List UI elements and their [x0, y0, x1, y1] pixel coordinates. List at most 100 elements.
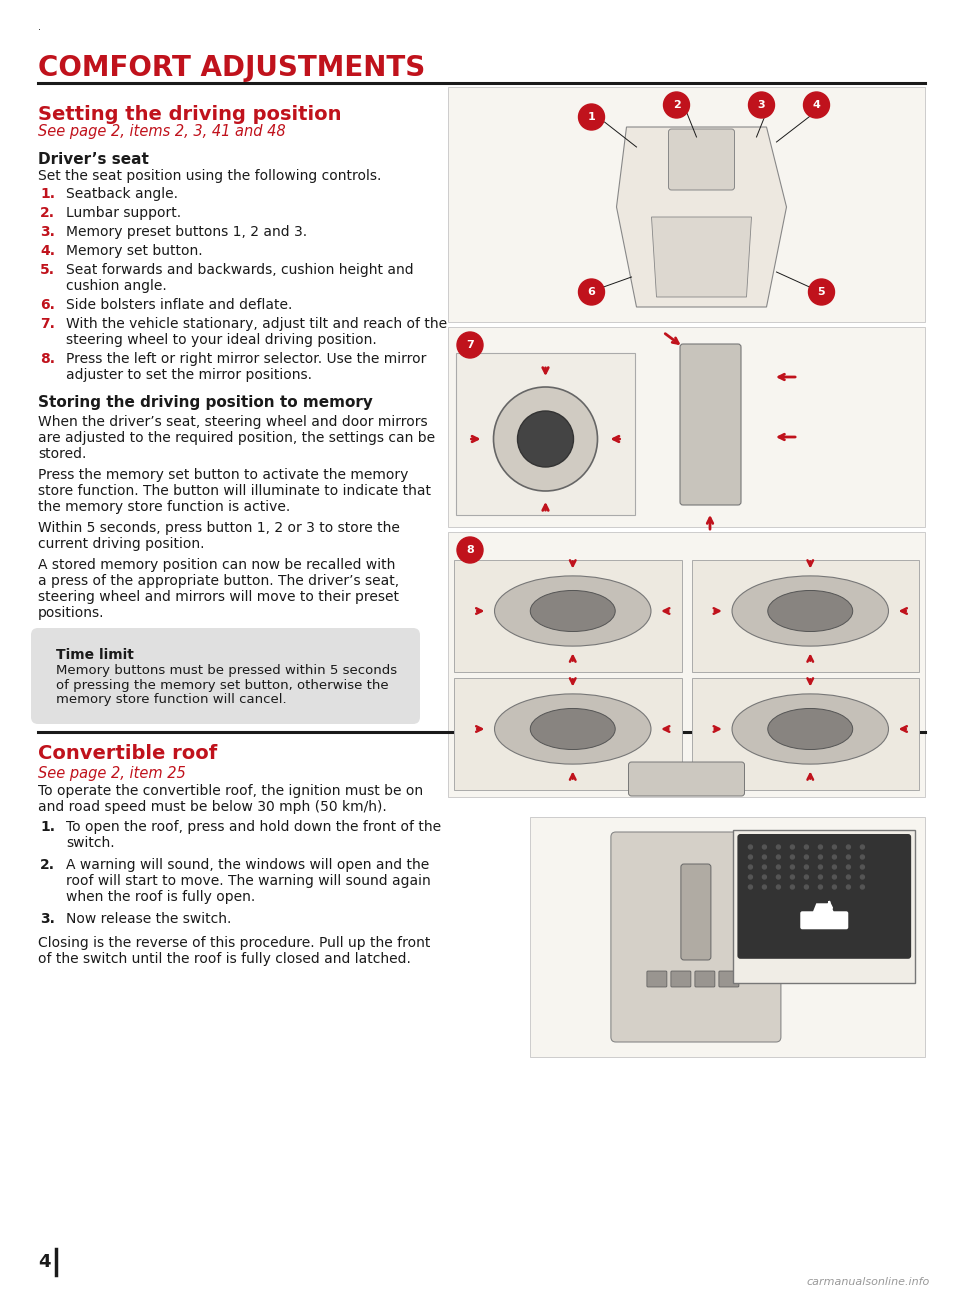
Circle shape	[818, 885, 823, 888]
Text: adjuster to set the mirror positions.: adjuster to set the mirror positions.	[66, 368, 312, 383]
Text: a press of the appropriate button. The driver’s seat,: a press of the appropriate button. The d…	[38, 575, 399, 588]
Text: Driver’s seat: Driver’s seat	[38, 152, 149, 167]
Circle shape	[777, 885, 780, 888]
Circle shape	[762, 855, 766, 859]
Polygon shape	[652, 217, 752, 297]
Text: A stored memory position can now be recalled with: A stored memory position can now be reca…	[38, 558, 396, 572]
Text: 7: 7	[467, 340, 474, 350]
FancyBboxPatch shape	[801, 912, 849, 929]
Circle shape	[818, 875, 823, 879]
Text: See page 2, item 25: See page 2, item 25	[38, 767, 185, 781]
Text: steering wheel and mirrors will move to their preset: steering wheel and mirrors will move to …	[38, 590, 399, 604]
Text: 6.: 6.	[40, 298, 55, 313]
FancyBboxPatch shape	[31, 628, 420, 724]
Circle shape	[847, 855, 851, 859]
Circle shape	[749, 846, 753, 850]
FancyBboxPatch shape	[681, 864, 711, 960]
Circle shape	[832, 875, 836, 879]
Circle shape	[832, 865, 836, 869]
Circle shape	[860, 885, 864, 888]
FancyBboxPatch shape	[530, 817, 925, 1057]
Circle shape	[777, 875, 780, 879]
FancyBboxPatch shape	[733, 830, 915, 983]
Text: positions.: positions.	[38, 606, 105, 620]
Text: With the vehicle stationary, adjust tilt and reach of the: With the vehicle stationary, adjust tilt…	[66, 316, 447, 331]
Circle shape	[749, 865, 753, 869]
Text: 4: 4	[812, 100, 821, 110]
Text: Press the memory set button to activate the memory: Press the memory set button to activate …	[38, 468, 408, 482]
Text: To open the roof, press and hold down the front of the: To open the roof, press and hold down th…	[66, 820, 442, 834]
Text: 1.: 1.	[40, 820, 55, 834]
Circle shape	[818, 865, 823, 869]
Text: 8.: 8.	[40, 351, 55, 366]
Circle shape	[749, 885, 753, 888]
FancyBboxPatch shape	[454, 560, 682, 672]
FancyBboxPatch shape	[680, 344, 741, 505]
Text: See page 2, items 2, 3, 41 and 48: See page 2, items 2, 3, 41 and 48	[38, 125, 286, 139]
Text: cushion angle.: cushion angle.	[66, 279, 167, 293]
Circle shape	[790, 865, 795, 869]
Ellipse shape	[494, 694, 651, 764]
Text: 7.: 7.	[40, 316, 55, 331]
FancyBboxPatch shape	[719, 971, 739, 987]
Text: Memory set button.: Memory set button.	[66, 244, 203, 258]
Circle shape	[804, 846, 808, 850]
Text: 4.: 4.	[40, 244, 55, 258]
Text: 5: 5	[818, 287, 826, 297]
Circle shape	[804, 855, 808, 859]
Text: 5.: 5.	[40, 263, 55, 278]
Text: Storing the driving position to memory: Storing the driving position to memory	[38, 396, 372, 410]
Text: the memory store function is active.: the memory store function is active.	[38, 501, 290, 514]
Text: roof will start to move. The warning will sound again: roof will start to move. The warning wil…	[66, 874, 431, 888]
Text: store function. The button will illuminate to indicate that: store function. The button will illumina…	[38, 484, 431, 498]
Text: of pressing the memory set button, otherwise the: of pressing the memory set button, other…	[56, 678, 389, 691]
Text: switch.: switch.	[66, 837, 114, 850]
Circle shape	[762, 846, 766, 850]
Text: A warning will sound, the windows will open and the: A warning will sound, the windows will o…	[66, 859, 429, 872]
Text: stored.: stored.	[38, 447, 86, 460]
Circle shape	[579, 279, 605, 305]
Circle shape	[749, 92, 775, 118]
Circle shape	[860, 855, 864, 859]
Text: Side bolsters inflate and deflate.: Side bolsters inflate and deflate.	[66, 298, 293, 313]
Circle shape	[847, 865, 851, 869]
Text: When the driver’s seat, steering wheel and door mirrors: When the driver’s seat, steering wheel a…	[38, 415, 427, 429]
Circle shape	[517, 411, 573, 467]
Circle shape	[790, 875, 795, 879]
Circle shape	[762, 875, 766, 879]
Text: Set the seat position using the following controls.: Set the seat position using the followin…	[38, 169, 381, 183]
Text: 1.: 1.	[40, 187, 55, 201]
FancyBboxPatch shape	[671, 971, 691, 987]
Circle shape	[579, 104, 605, 130]
Circle shape	[790, 855, 795, 859]
Text: Press the left or right mirror selector. Use the mirror: Press the left or right mirror selector.…	[66, 351, 426, 366]
Text: Seat forwards and backwards, cushion height and: Seat forwards and backwards, cushion hei…	[66, 263, 414, 278]
Text: 2.: 2.	[40, 859, 55, 872]
FancyBboxPatch shape	[647, 971, 667, 987]
Circle shape	[777, 846, 780, 850]
FancyBboxPatch shape	[691, 560, 919, 672]
Circle shape	[804, 865, 808, 869]
Circle shape	[832, 846, 836, 850]
Circle shape	[804, 875, 808, 879]
Text: when the roof is fully open.: when the roof is fully open.	[66, 890, 255, 904]
Text: 3.: 3.	[40, 912, 55, 926]
Text: Within 5 seconds, press button 1, 2 or 3 to store the: Within 5 seconds, press button 1, 2 or 3…	[38, 521, 400, 534]
Text: 8: 8	[467, 545, 474, 555]
Text: of the switch until the roof is fully closed and latched.: of the switch until the roof is fully cl…	[38, 952, 411, 966]
Polygon shape	[812, 903, 834, 913]
Text: Now release the switch.: Now release the switch.	[66, 912, 231, 926]
Circle shape	[457, 332, 483, 358]
Text: Lumbar support.: Lumbar support.	[66, 206, 181, 220]
Circle shape	[847, 846, 851, 850]
Circle shape	[808, 279, 834, 305]
FancyBboxPatch shape	[668, 128, 734, 189]
FancyBboxPatch shape	[695, 971, 715, 987]
Text: Closing is the reverse of this procedure. Pull up the front: Closing is the reverse of this procedure…	[38, 936, 430, 949]
Ellipse shape	[530, 708, 615, 750]
Circle shape	[749, 875, 753, 879]
Text: Setting the driving position: Setting the driving position	[38, 105, 342, 125]
FancyBboxPatch shape	[456, 353, 635, 515]
FancyBboxPatch shape	[448, 532, 925, 796]
Text: are adjusted to the required position, the settings can be: are adjusted to the required position, t…	[38, 431, 435, 445]
